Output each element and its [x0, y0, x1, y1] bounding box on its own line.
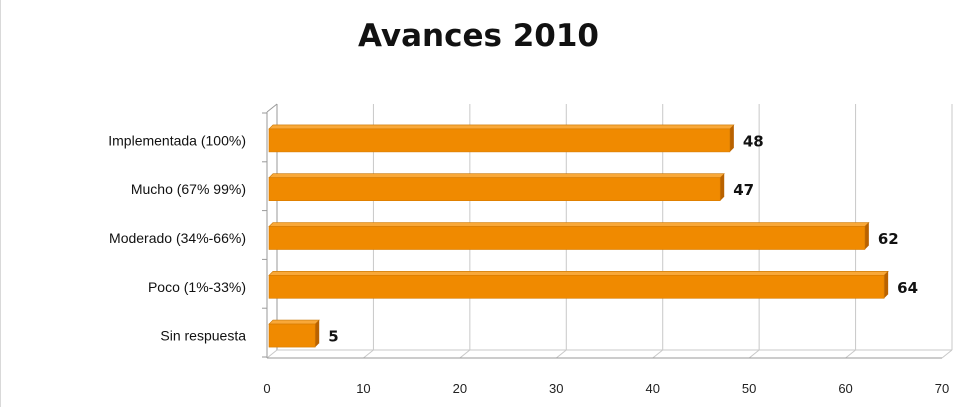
- category-label: Mucho (67% 99%): [131, 181, 246, 197]
- bar: [268, 128, 731, 153]
- x-tick-label: 60: [838, 381, 852, 396]
- category-label: Sin respuesta: [160, 328, 246, 344]
- bar-top: [268, 270, 889, 276]
- bar-side: [884, 271, 889, 299]
- floor-gridline: [652, 349, 664, 359]
- data-label: 48: [743, 132, 764, 150]
- data-label: 5: [328, 328, 338, 346]
- bar-side: [729, 124, 734, 152]
- bar-top: [268, 222, 870, 227]
- data-label: 47: [733, 181, 754, 199]
- bar-top: [268, 124, 735, 130]
- x-tick-label: 20: [453, 381, 467, 396]
- category-label: Implementada (100%): [108, 132, 246, 148]
- x-tick-label: 50: [742, 381, 756, 396]
- x-tick-label: 30: [549, 381, 563, 396]
- category-label: Moderado (34%-66%): [109, 230, 246, 246]
- category-label: Poco (1%-33%): [148, 279, 246, 295]
- bar-side: [864, 222, 869, 250]
- floor-gridline: [748, 349, 760, 359]
- chart-title: Avances 2010: [357, 18, 599, 54]
- bar: [268, 177, 721, 201]
- bar: [268, 226, 866, 250]
- bar: [268, 274, 885, 299]
- floor-gridline: [941, 349, 953, 359]
- floor-gridline: [459, 349, 471, 359]
- bar-top: [268, 319, 320, 325]
- x-tick-label: 70: [935, 381, 949, 396]
- floor-gridline: [266, 349, 278, 359]
- x-tick-label: 0: [263, 381, 270, 396]
- data-label: 62: [878, 230, 899, 248]
- x-tick-label: 40: [645, 381, 659, 396]
- floor-gridline: [845, 349, 856, 359]
- bar-top: [268, 173, 725, 178]
- bar-side: [720, 173, 725, 201]
- floor-gridline: [555, 349, 567, 359]
- data-label: 64: [897, 279, 918, 297]
- x-tick-label: 10: [356, 381, 370, 396]
- bar: [268, 323, 316, 348]
- axis-corner-line: [266, 103, 278, 113]
- floor-gridline: [363, 349, 374, 359]
- bar-side: [315, 320, 320, 348]
